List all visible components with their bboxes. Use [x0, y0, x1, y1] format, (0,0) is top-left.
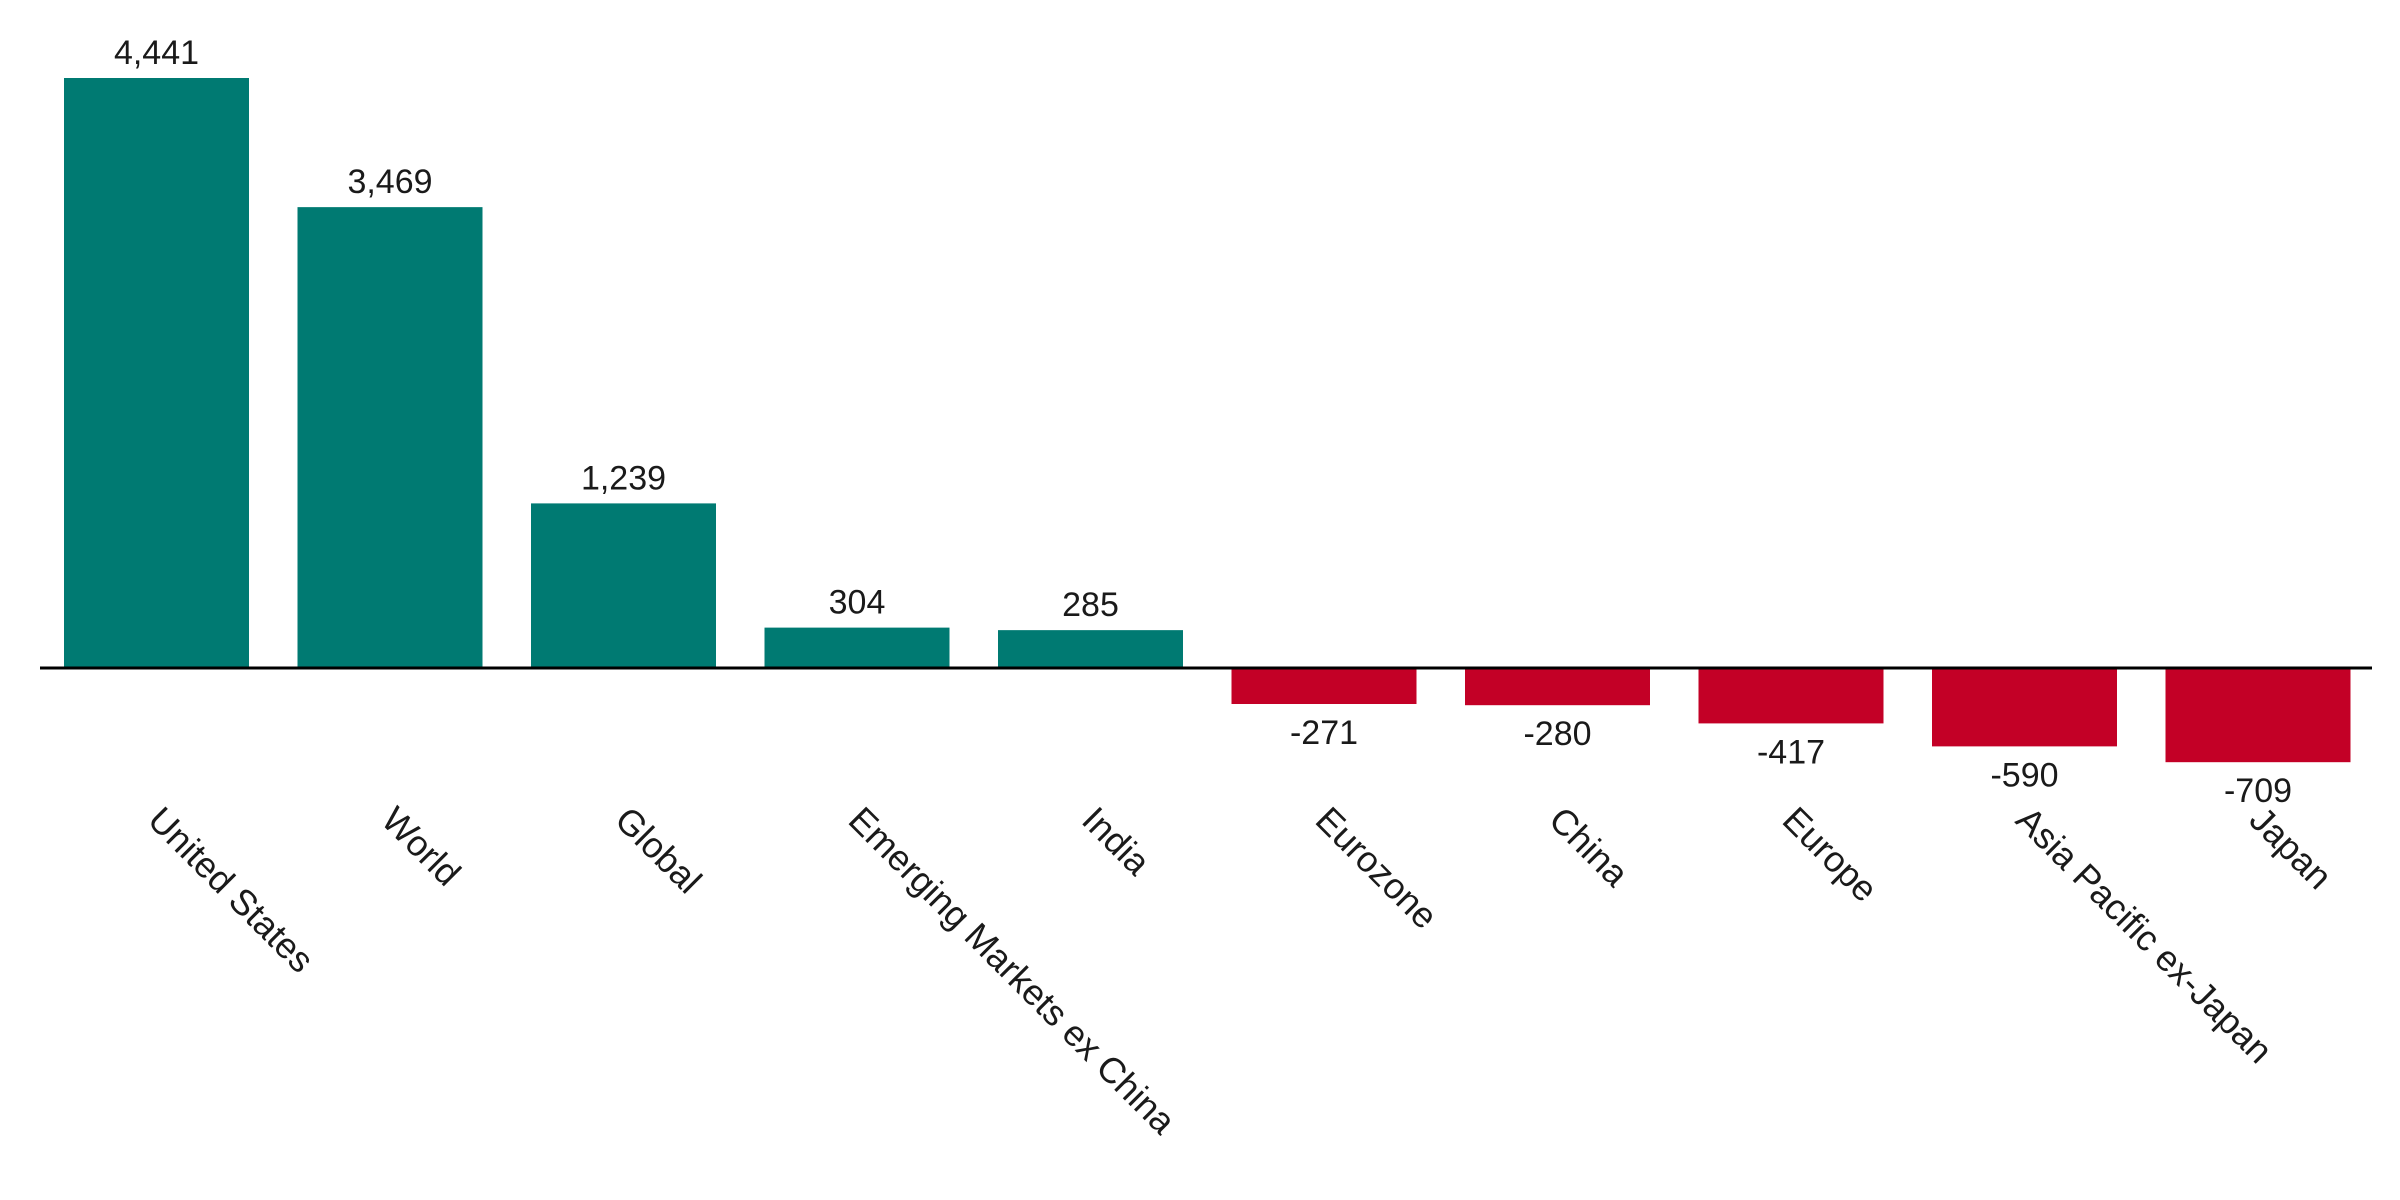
category-label-united-states: United States: [140, 799, 322, 981]
bar-india: [998, 630, 1183, 668]
value-label-japan: -709: [2224, 772, 2292, 810]
value-label-eurozone: -271: [1290, 714, 1358, 752]
category-label-global: Global: [607, 799, 710, 902]
value-label-india: 285: [1062, 586, 1119, 624]
value-label-world: 3,469: [347, 163, 432, 201]
value-label-china: -280: [1523, 715, 1591, 753]
value-label-emerging-markets-ex-china: 304: [829, 584, 886, 622]
bar-china: [1465, 668, 1650, 706]
category-labels-layer: United States World Global Emerging Markets…: [140, 799, 2340, 1143]
category-label-china: China: [1541, 799, 1637, 895]
bar-global: [531, 503, 716, 668]
bar-eurozone: [1231, 668, 1417, 705]
bar-europe: [1698, 668, 1884, 724]
bar-emerging-markets-ex-china: [764, 627, 950, 668]
bar-japan: [2165, 668, 2351, 763]
bar-united-states: [64, 78, 249, 668]
category-label-europe: Europe: [1775, 799, 1886, 910]
category-label-world: World: [374, 799, 469, 894]
category-label-eurozone: Eurozone: [1308, 799, 1446, 937]
bar-world: [297, 207, 483, 669]
value-label-europe: -417: [1757, 733, 1825, 771]
bar-asia-pacific-ex-japan: [1932, 668, 2117, 747]
category-label-india: India: [1074, 799, 1159, 884]
value-label-united-states: 4,441: [114, 34, 199, 72]
value-label-asia-pacific-ex-japan: -590: [1990, 756, 2058, 794]
bars-layer: [64, 78, 2351, 763]
value-label-global: 1,239: [581, 459, 666, 497]
value-labels-layer: 4,441 3,469 1,239 304 285 -271 -280 -417 -590 -70…: [114, 34, 2292, 810]
category-label-japan: Japan: [2242, 799, 2340, 897]
category-label-asia-pacific-ex-japan: Asia Pacific ex-Japan: [2008, 799, 2280, 1071]
